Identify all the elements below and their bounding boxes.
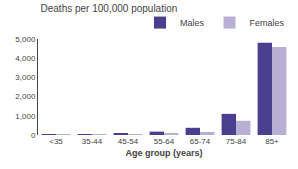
svg-text:Deaths per 100,000 population: Deaths per 100,000 population [41, 3, 178, 14]
svg-text:Age group (years): Age group (years) [125, 148, 202, 158]
svg-text:85+: 85+ [265, 137, 279, 146]
svg-text:0: 0 [31, 131, 36, 140]
svg-text:55-64: 55-64 [154, 137, 175, 146]
svg-text:<35: <35 [49, 137, 63, 146]
svg-text:4,000: 4,000 [15, 54, 36, 63]
svg-text:45-54: 45-54 [118, 137, 139, 146]
svg-text:65-74: 65-74 [190, 137, 211, 146]
svg-text:5,000: 5,000 [15, 35, 36, 44]
svg-text:Females: Females [250, 18, 285, 28]
svg-text:35-44: 35-44 [82, 137, 103, 146]
svg-text:Males: Males [180, 18, 205, 28]
svg-text:75-84: 75-84 [226, 137, 247, 146]
svg-text:2,000: 2,000 [15, 92, 36, 101]
svg-text:3,000: 3,000 [15, 73, 36, 82]
svg-text:1,000: 1,000 [15, 112, 36, 121]
